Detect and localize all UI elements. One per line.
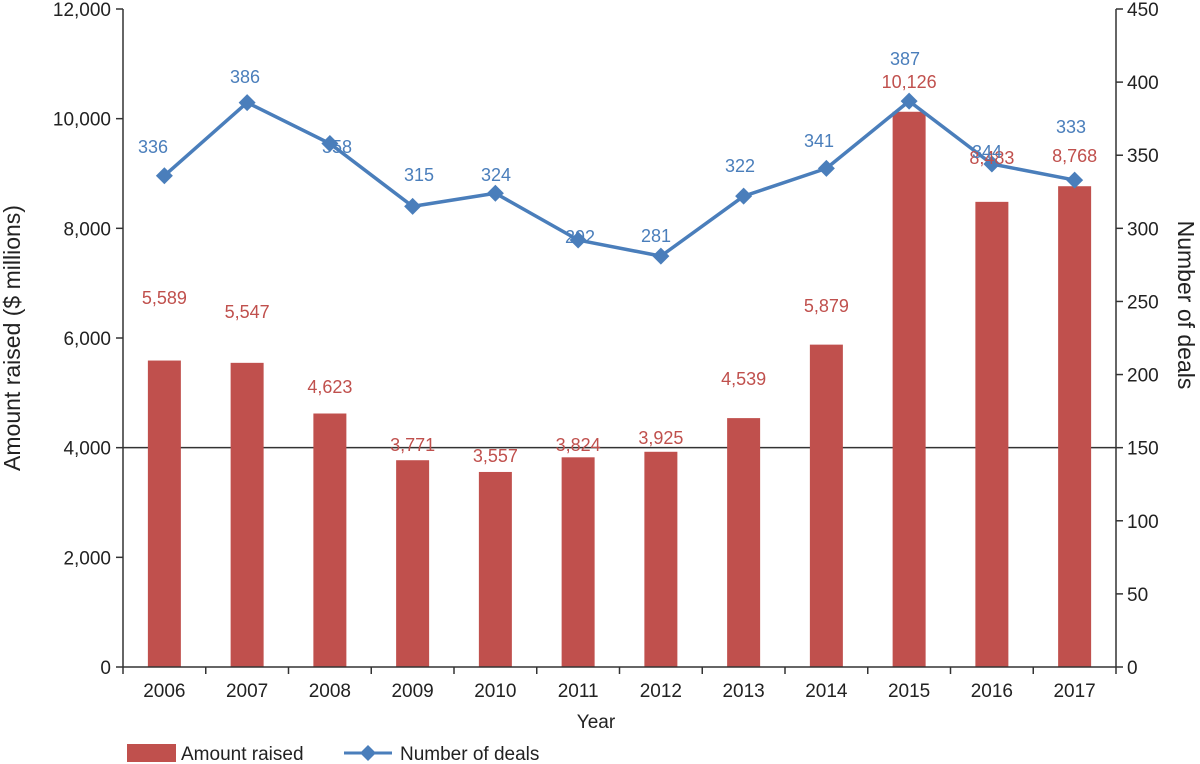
x-tick-label: 2007 <box>226 681 268 702</box>
deals-label-2008: 358 <box>322 137 352 157</box>
y-tick-left-label: 6,000 <box>63 329 111 350</box>
bar-2011 <box>561 457 595 667</box>
data-labels: 5,589 5,547 4,623 3,771 3,557 3,824 3,925 4,539… <box>138 49 1097 466</box>
axes: 0 2,000 4,000 6,000 8,000 10,000 12,000 0 50 100 1… <box>53 0 1159 702</box>
bar-2013 <box>727 418 761 667</box>
y-tick-right-label: 100 <box>1127 512 1159 533</box>
y-tick-right-label: 200 <box>1127 366 1159 387</box>
x-tick-label: 2013 <box>722 681 764 702</box>
x-tick-label: 2012 <box>640 681 682 702</box>
deals-label-2015: 387 <box>890 49 920 69</box>
y-tick-right-label: 400 <box>1127 73 1159 94</box>
bar-2008 <box>313 413 347 667</box>
deals-label-2009: 315 <box>404 165 434 185</box>
x-tick-label: 2014 <box>805 681 848 702</box>
y-tick-left-label: 8,000 <box>63 219 111 240</box>
line-series-number-of-deals <box>155 92 1084 265</box>
legend-swatch-amount-raised <box>127 744 176 762</box>
bar-2014 <box>809 344 843 667</box>
deals-marker-2012 <box>652 247 670 265</box>
deals-label-2006: 336 <box>138 137 168 157</box>
y-tick-right-label: 0 <box>1127 658 1138 679</box>
legend-label-amount-raised: Amount raised <box>181 744 304 764</box>
x-tick-label: 2006 <box>143 681 185 702</box>
bar-label-2016: 8,483 <box>969 148 1014 168</box>
deals-label-2014: 341 <box>804 131 834 151</box>
y-axis-title-left: Amount raised ($ millions) <box>0 205 25 471</box>
y-tick-right-label: 350 <box>1127 146 1159 167</box>
y-axis-title-right: Number of deals <box>1173 221 1199 390</box>
bar-label-2013: 4,539 <box>721 369 766 389</box>
bar-2010 <box>478 471 512 667</box>
deals-label-2011: 292 <box>565 227 595 247</box>
x-tick-label: 2010 <box>474 681 516 702</box>
deals-marker-2009 <box>404 197 422 215</box>
legend-label-number-of-deals: Number of deals <box>400 744 539 764</box>
deals-marker-2015 <box>900 92 918 110</box>
bar-2016 <box>975 201 1009 668</box>
y-tick-left-label: 0 <box>100 658 111 679</box>
deals-label-2007: 386 <box>230 67 260 87</box>
deals-marker-2014 <box>817 159 835 177</box>
y-tick-right-label: 450 <box>1127 0 1159 21</box>
y-tick-right-label: 300 <box>1127 219 1159 240</box>
x-tick-label: 2015 <box>888 681 930 702</box>
deals-marker-2008 <box>321 135 339 153</box>
bar-series-amount-raised <box>147 111 1092 668</box>
deals-label-2016: 344 <box>972 142 1002 162</box>
bar-label-2017: 8,768 <box>1052 146 1097 166</box>
bar-2017 <box>1058 186 1092 668</box>
deals-marker-2006 <box>155 167 173 185</box>
bar-label-2006: 5,589 <box>142 288 187 308</box>
bar-label-2014: 5,879 <box>804 296 849 316</box>
y-tick-left-label: 4,000 <box>63 439 111 460</box>
x-tick-label: 2016 <box>971 681 1013 702</box>
y-tick-left-label: 12,000 <box>53 0 111 21</box>
bar-label-2009: 3,771 <box>390 435 435 455</box>
deals-label-2017: 333 <box>1056 117 1086 137</box>
x-tick-label: 2008 <box>309 681 351 702</box>
bar-label-2015: 10,126 <box>882 72 937 92</box>
y-tick-left-label: 2,000 <box>63 548 111 569</box>
bar-2012 <box>644 451 678 667</box>
y-tick-left-label: 10,000 <box>53 110 111 131</box>
x-tick-label: 2011 <box>558 681 599 702</box>
x-tick-label: 2017 <box>1053 681 1095 702</box>
bar-2006 <box>147 360 181 667</box>
legend: Amount raised Number of deals <box>127 744 539 764</box>
x-axis-title: Year <box>577 712 616 733</box>
deals-label-2013: 322 <box>725 156 755 176</box>
deals-label-2012: 281 <box>641 226 671 246</box>
bar-2007 <box>230 362 264 667</box>
deals-marker-2010 <box>486 184 504 202</box>
bar-label-2010: 3,557 <box>473 446 518 466</box>
bar-label-2007: 5,547 <box>225 302 270 322</box>
bar-label-2012: 3,925 <box>638 428 683 448</box>
bar-label-2011: 3,824 <box>556 435 601 455</box>
bar-2009 <box>396 460 430 667</box>
deals-marker-2013 <box>735 187 753 205</box>
y-tick-right-label: 150 <box>1127 439 1159 460</box>
deals-line <box>163 99 1075 258</box>
x-tick-label: 2009 <box>391 681 433 702</box>
y-tick-right-label: 50 <box>1127 585 1148 606</box>
deals-marker-2007 <box>238 94 256 112</box>
legend-marker-number-of-deals <box>360 745 376 761</box>
deals-marker-2016 <box>983 155 1001 173</box>
deals-label-2010: 324 <box>481 165 511 185</box>
bar-label-2008: 4,623 <box>307 377 352 397</box>
deals-marker-2011 <box>569 231 587 249</box>
y-tick-right-label: 250 <box>1127 292 1159 313</box>
bar-2015 <box>892 111 926 667</box>
deals-marker-2017 <box>1066 171 1084 189</box>
